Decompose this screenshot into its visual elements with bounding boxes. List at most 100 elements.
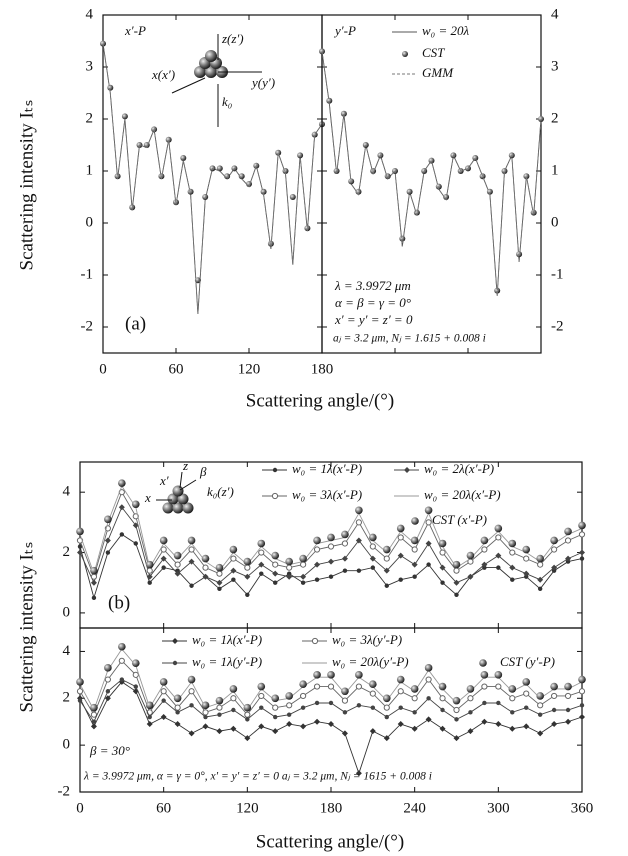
marker	[439, 725, 446, 732]
series-line	[79, 681, 583, 775]
y-tick-label: 1	[86, 162, 94, 178]
y-tick-label: 4	[551, 6, 559, 22]
legend-entry: w₀ = 20λ(y′-P)	[302, 654, 409, 669]
marker	[258, 549, 265, 556]
marker	[229, 545, 238, 554]
y-tick-label: 3	[551, 58, 559, 74]
legend-swatch	[411, 517, 419, 525]
marker	[412, 574, 417, 579]
y-tick-label: -1	[81, 266, 94, 282]
marker	[370, 705, 376, 710]
marker	[173, 694, 182, 703]
marker	[215, 563, 224, 572]
legend-label: CST	[422, 45, 445, 60]
marker	[258, 723, 265, 730]
marker	[341, 687, 349, 696]
legend-swatch	[172, 638, 178, 644]
inset-cluster-b	[156, 471, 197, 514]
marker	[313, 536, 321, 545]
legend-entry: CST	[402, 45, 445, 60]
marker	[398, 705, 403, 710]
marker	[355, 188, 362, 195]
marker	[259, 705, 264, 710]
marker	[537, 712, 543, 717]
legend-entry: w₀ = 3λ(y′-P)	[302, 632, 402, 647]
annotation: z	[182, 458, 188, 473]
marker	[579, 549, 585, 556]
marker	[551, 721, 558, 728]
y-tick-label: -2	[58, 783, 71, 799]
y-tick-label: 1	[551, 162, 559, 178]
marker	[131, 500, 140, 509]
series-line	[102, 43, 323, 315]
marker	[258, 692, 265, 700]
marker	[355, 506, 363, 515]
marker	[105, 689, 111, 694]
marker	[202, 573, 209, 580]
marker	[369, 555, 376, 562]
y-tick-label: 4	[63, 643, 71, 659]
marker	[216, 728, 223, 735]
marker	[523, 555, 530, 562]
marker	[114, 173, 121, 180]
marker	[146, 721, 153, 728]
marker	[76, 678, 84, 686]
marker	[397, 534, 404, 541]
marker	[481, 718, 488, 725]
marker	[439, 564, 446, 571]
marker	[522, 678, 531, 686]
marker	[578, 521, 586, 530]
annotation: λ = 3.9972 μm, α = γ = 0°, x′ = y′ = z′ …	[83, 771, 432, 783]
legend-label: GMM	[422, 65, 454, 80]
marker	[133, 684, 138, 689]
marker	[272, 704, 279, 711]
marker	[160, 546, 167, 553]
y-tick-label: -2	[81, 318, 94, 334]
marker	[383, 555, 390, 562]
marker	[243, 557, 252, 566]
marker	[159, 678, 168, 686]
marker	[90, 723, 97, 730]
marker	[202, 709, 209, 716]
marker	[537, 576, 544, 583]
legend-label: w₀ = 1λ(y′-P)	[192, 654, 262, 669]
y-tick-label: 2	[86, 110, 94, 126]
legend-swatch	[272, 467, 278, 473]
marker	[411, 546, 418, 553]
legend-swatch	[402, 51, 408, 57]
marker	[398, 577, 403, 582]
marker	[160, 714, 167, 721]
marker	[468, 710, 473, 715]
marker	[300, 573, 307, 580]
marker	[165, 136, 172, 143]
marker	[194, 277, 201, 284]
y-axis-label: Scattering intensity Iₜₛ	[16, 100, 37, 271]
y-tick-label: -1	[551, 266, 564, 282]
marker	[145, 701, 154, 710]
series-line	[102, 43, 323, 315]
legend-entry: CST (x′-P)	[411, 512, 487, 527]
y-tick-label: 2	[551, 110, 559, 126]
marker	[187, 188, 194, 195]
marker	[107, 84, 114, 91]
marker	[121, 113, 128, 120]
marker	[202, 564, 209, 571]
marker	[244, 564, 251, 571]
marker	[453, 567, 460, 574]
marker	[467, 728, 474, 735]
marker	[201, 701, 210, 710]
marker	[175, 710, 180, 715]
marker	[257, 682, 266, 691]
marker	[217, 586, 222, 591]
marker	[161, 698, 166, 703]
marker	[327, 543, 335, 550]
marker	[91, 595, 97, 601]
marker	[145, 560, 154, 569]
marker	[90, 579, 97, 586]
marker	[289, 194, 296, 200]
marker	[523, 570, 530, 577]
annotation: aⱼ = 3.2 μm, Nⱼ = 1.615 + 0.008 i	[333, 333, 486, 345]
marker	[454, 592, 459, 597]
marker	[384, 583, 389, 588]
marker	[230, 725, 237, 732]
